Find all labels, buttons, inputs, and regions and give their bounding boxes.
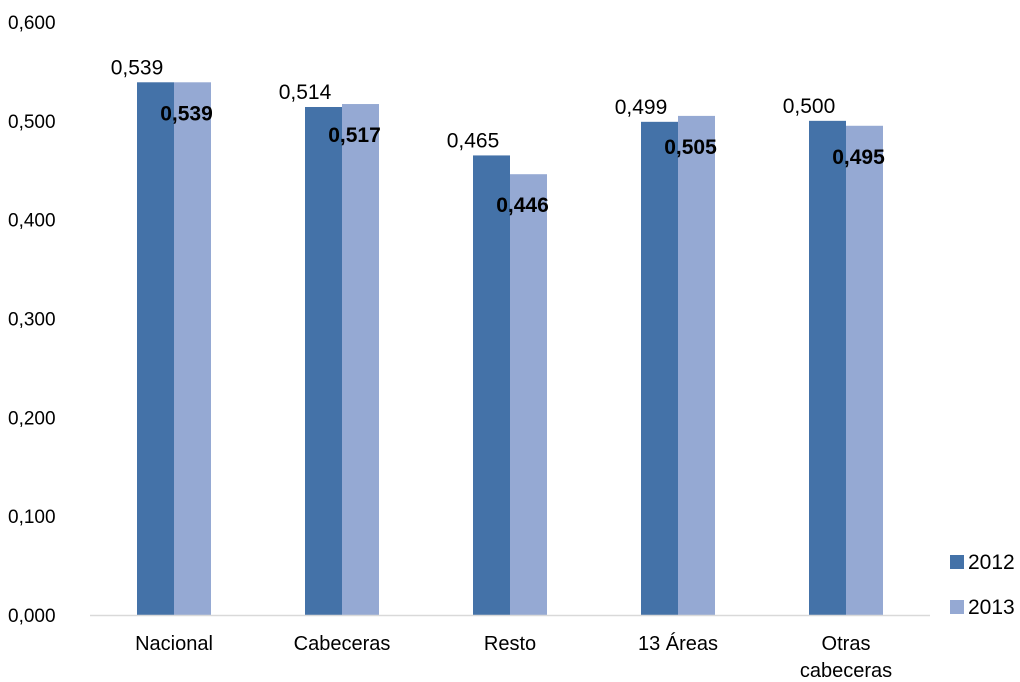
bar-2013 [678, 115, 715, 616]
legend-label-2012: 2012 [968, 551, 1015, 574]
x-tick-label: Otras cabeceras [800, 633, 892, 682]
data-label-2012: 0,465 [447, 129, 500, 152]
bar-2012 [305, 106, 342, 615]
bar-2013 [174, 82, 211, 615]
data-label-2012: 0,514 [279, 81, 332, 104]
x-axis-tick-labels: Nacional Cabeceras Resto 13 Áreas Otras cabec… [135, 632, 892, 682]
x-tick-label: 13 Áreas [638, 632, 718, 655]
bars [137, 82, 883, 616]
data-label-2012: 0,499 [615, 96, 668, 119]
data-label-2013: 0,539 [160, 102, 213, 125]
data-label-2013: 0,505 [664, 136, 717, 159]
y-tick-label: 0,600 [8, 13, 56, 34]
bar-2012 [137, 82, 174, 615]
legend-swatch-2013 [950, 600, 964, 614]
y-tick-label: 0,300 [8, 310, 56, 331]
x-tick-label: Resto [484, 633, 536, 655]
data-label-2012: 0,539 [111, 56, 164, 79]
legend-label-2013: 2013 [968, 596, 1015, 619]
legend: 2012 2013 [950, 551, 1015, 619]
bar-2013 [510, 174, 547, 615]
bar-2012 [641, 121, 678, 616]
x-tick-label: Cabeceras [294, 633, 391, 655]
legend-swatch-2012 [950, 555, 964, 569]
data-label-2013: 0,495 [832, 146, 885, 169]
bar-2013 [342, 104, 379, 615]
bar-2012 [473, 155, 510, 616]
data-label-2013: 0,446 [496, 194, 549, 217]
y-tick-label: 0,100 [8, 507, 56, 528]
y-axis-tick-labels: 0,000 0,100 0,200 0,300 0,400 0,500 0,600 [8, 13, 56, 627]
y-tick-label: 0,500 [8, 112, 56, 133]
y-tick-label: 0,000 [8, 606, 56, 627]
y-tick-label: 0,400 [8, 211, 56, 232]
data-label-2012: 0,500 [783, 95, 836, 118]
x-tick-label: Nacional [135, 633, 213, 655]
data-label-2013: 0,517 [328, 124, 381, 147]
bar-2013 [846, 125, 883, 616]
bar-2012 [809, 120, 846, 615]
data-labels: 0,539 0,539 0,514 0,517 0,465 0,446 0,499 0,505… [111, 56, 885, 217]
y-tick-label: 0,200 [8, 408, 56, 429]
